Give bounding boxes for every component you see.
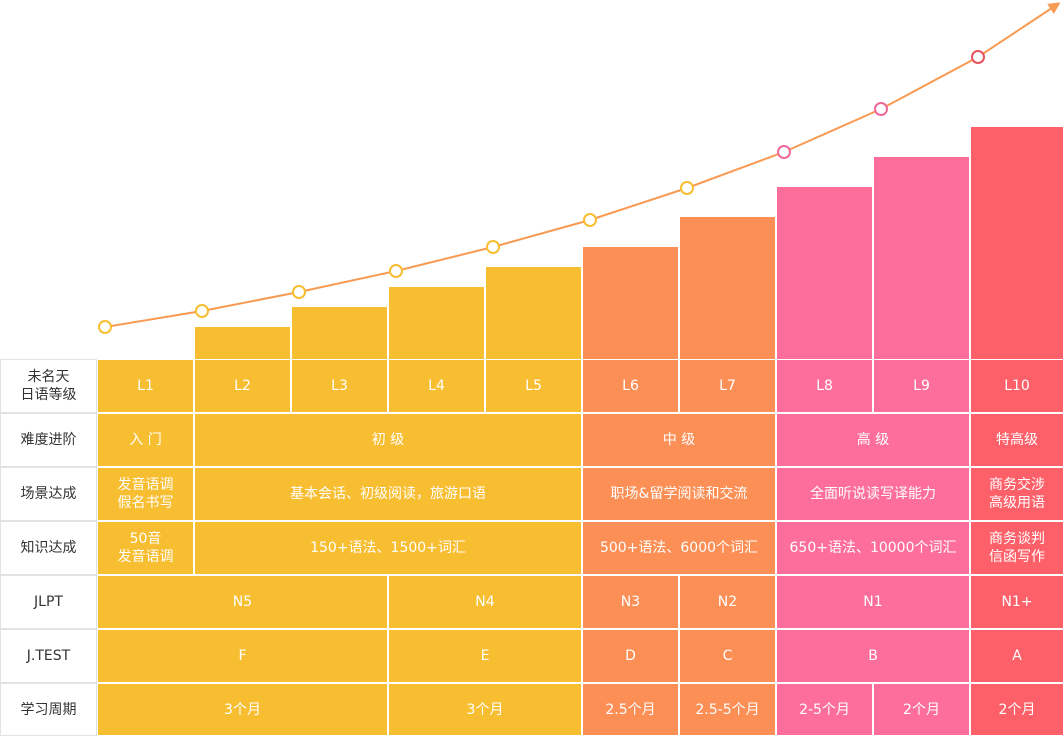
table-cell: 初 级 [194, 413, 582, 467]
table-cell: 2-5个月 [776, 683, 873, 736]
table-cell: L8 [776, 359, 873, 413]
bar-l2 [195, 327, 290, 359]
table-cell: 150+语法、1500+词汇 [194, 521, 582, 575]
bar-series [195, 127, 1063, 359]
bar-l9 [874, 157, 969, 359]
curve-point-l9 [874, 102, 888, 116]
curve-point-l10 [971, 50, 985, 64]
row-label: 未名天 日语等级 [0, 359, 97, 413]
table-cell: C [679, 629, 776, 683]
table-cell: L3 [291, 359, 388, 413]
table-cell: 特高级 [970, 413, 1064, 467]
table-cell: 2个月 [970, 683, 1064, 736]
table-cell: 3个月 [97, 683, 388, 736]
table-cell: 3个月 [388, 683, 582, 736]
curve-point-l7 [680, 181, 694, 195]
row-label: 知识达成 [0, 521, 97, 575]
table-cell: L5 [485, 359, 582, 413]
curve-point-l6 [583, 213, 597, 227]
row-label: J.TEST [0, 629, 97, 683]
curve-point-l4 [389, 264, 403, 278]
table-cell: 50音 发音语调 [97, 521, 194, 575]
row-label: 场景达成 [0, 467, 97, 521]
table-cell: 基本会话、初级阅读，旅游口语 [194, 467, 582, 521]
bar-l10 [971, 127, 1063, 359]
table-cell: 发音语调 假名书写 [97, 467, 194, 521]
table-cell: L4 [388, 359, 485, 413]
bar-l3 [292, 307, 387, 359]
table-cell: N3 [582, 575, 679, 629]
table-cell: 高 级 [776, 413, 970, 467]
table-cell: N2 [679, 575, 776, 629]
bar-l6 [583, 247, 678, 359]
bar-l8 [777, 187, 872, 359]
curve-point-l3 [292, 285, 306, 299]
table-cell: 650+语法、10000个词汇 [776, 521, 970, 575]
table-cell: N1 [776, 575, 970, 629]
growth-chart [98, 2, 1063, 359]
table-cell: 商务谈判 信函写作 [970, 521, 1064, 575]
table-cell: B [776, 629, 970, 683]
curve-points [98, 50, 985, 334]
table-cell: L7 [679, 359, 776, 413]
curve-point-l8 [777, 145, 791, 159]
table-cell: L1 [97, 359, 194, 413]
table-cell: E [388, 629, 582, 683]
bar-l7 [680, 217, 775, 359]
table-cell: A [970, 629, 1064, 683]
table-cell: F [97, 629, 388, 683]
table-cell: 500+语法、6000个词汇 [582, 521, 776, 575]
table-cell: 2个月 [873, 683, 970, 736]
curve-point-l2 [195, 304, 209, 318]
table-cell: 商务交涉 高级用语 [970, 467, 1064, 521]
table-cell: D [582, 629, 679, 683]
table-cell: 2.5个月 [582, 683, 679, 736]
level-table: 未名天 日语等级 L1 L2 L3 L4 L5 L6 L7 L8 L9 L10 难度进阶入 门初 级中… [0, 359, 1064, 736]
table-cell: L6 [582, 359, 679, 413]
curve-point-l1 [98, 320, 112, 334]
table-cell: N5 [97, 575, 388, 629]
table-cell: 全面听说读写译能力 [776, 467, 970, 521]
table-cell: L9 [873, 359, 970, 413]
row-label: 学习周期 [0, 683, 97, 736]
table-cell: L10 [970, 359, 1064, 413]
curve-point-l5 [486, 240, 500, 254]
row-label: 难度进阶 [0, 413, 97, 467]
table-cell: N4 [388, 575, 582, 629]
table-cell: N1+ [970, 575, 1064, 629]
bar-l4 [389, 287, 484, 359]
row-label: JLPT [0, 575, 97, 629]
table-cell: 入 门 [97, 413, 194, 467]
table-cell: 职场&留学阅读和交流 [582, 467, 776, 521]
bar-l5 [486, 267, 581, 359]
table-cell: 2.5-5个月 [679, 683, 776, 736]
table-cell: 中 级 [582, 413, 776, 467]
table-cell: L2 [194, 359, 291, 413]
